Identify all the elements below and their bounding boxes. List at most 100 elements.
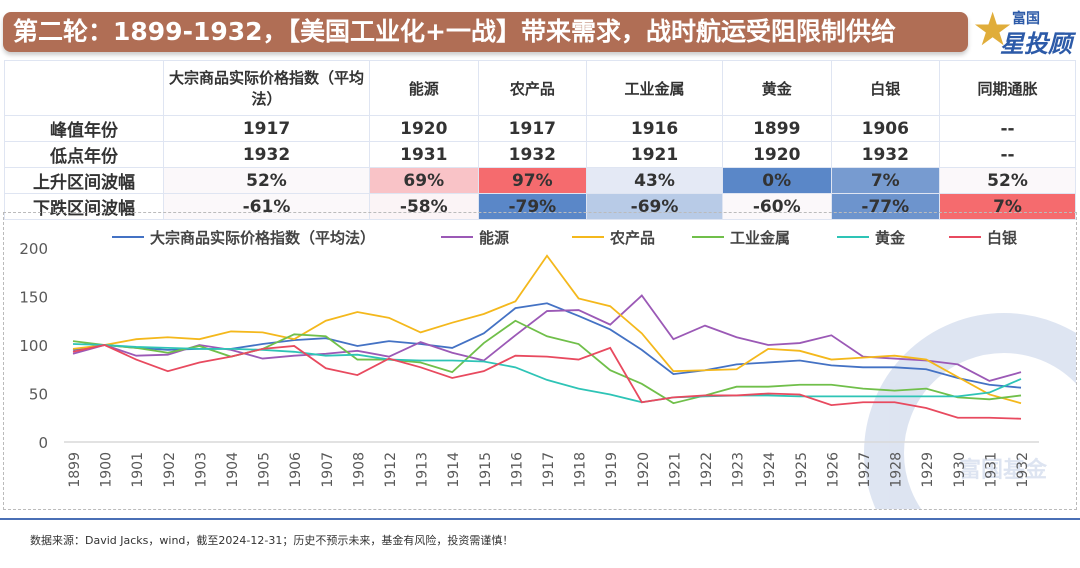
table-cell: 52% (163, 167, 370, 194)
row-label: 低点年份 (4, 141, 164, 168)
row-label: 上升区间波幅 (4, 167, 164, 194)
x-tick-label: 1916 (509, 452, 525, 488)
series-line (72, 344, 1022, 420)
x-tick-label: 1928 (889, 452, 905, 488)
table-cell: -58% (369, 193, 479, 220)
x-tick-label: 1917 (541, 452, 557, 488)
row-label: 峰值年份 (4, 115, 164, 142)
table-row: 峰值年份 1917 1920 1917 1916 1899 1906 -- (4, 115, 1076, 142)
x-tick-label: 1901 (130, 452, 146, 488)
x-tick-label: 1926 (825, 452, 841, 488)
column-header: 大宗商品实际价格指数（平均法） (163, 60, 370, 116)
x-tick-label: 1932 (1015, 452, 1031, 488)
table-cell: 1916 (586, 115, 723, 142)
table-cell: 52% (939, 167, 1076, 194)
x-tick-label: 1903 (193, 452, 209, 488)
legend-label: 能源 (479, 229, 509, 247)
series-line (72, 343, 1022, 404)
y-tick-label: 100 (19, 337, 48, 355)
page-title: 第二轮：1899-1932，【美国工业化+一战】带来需求，战时航运受阻限制供给 (3, 12, 968, 52)
x-tick-label: 1912 (383, 452, 399, 488)
line-chart: 富国基金 0 50 100 150 200 1899 1900 1901 1902 1903 1904… (19, 229, 1080, 568)
legend-label: 农产品 (609, 229, 655, 247)
x-tick-label: 1930 (952, 452, 968, 488)
legend-label: 工业金属 (730, 229, 790, 247)
x-tick-label: 1920 (636, 452, 652, 488)
table-cell: 1931 (369, 141, 479, 168)
column-header: 黄金 (721, 60, 832, 116)
column-header: 工业金属 (586, 60, 723, 116)
star-icon: ★ (972, 2, 1014, 56)
x-tick-label: 1924 (762, 452, 778, 488)
table-cell: 7% (830, 167, 941, 194)
x-tick-label: 1907 (320, 452, 336, 488)
y-tick-label: 150 (19, 289, 48, 307)
x-tick-label: 1906 (288, 452, 304, 488)
table-row: 上升区间波幅 52% 69% 97% 43% 0% 7% 52% (4, 167, 1076, 194)
legend-label: 黄金 (875, 229, 906, 247)
x-tick-label: 1915 (478, 452, 494, 488)
x-tick-label: 1902 (162, 452, 178, 488)
table-header-row: 大宗商品实际价格指数（平均法） 能源 农产品 工业金属 黄金 白银 同期通胀 (4, 60, 1076, 116)
x-tick-label: 1925 (794, 452, 810, 488)
table-cell: -69% (586, 193, 723, 220)
table-cell: -77% (830, 193, 941, 220)
table-cell: 1932 (477, 141, 588, 168)
svg-text:富国基金: 富国基金 (959, 457, 1048, 483)
table-cell: -60% (721, 193, 832, 220)
legend-label: 大宗商品实际价格指数（平均法） (150, 229, 375, 247)
x-tick-label: 1918 (573, 452, 589, 488)
column-header (4, 60, 164, 116)
x-tick-label: 1905 (257, 452, 273, 488)
table-cell: 1906 (830, 115, 941, 142)
chart: 富国基金 0 50 100 150 200 1899 1900 1901 1902 1903 1904… (3, 212, 1080, 568)
logo: ★ 富国 星投顾 (972, 2, 1077, 58)
y-tick-label: 200 (19, 240, 48, 258)
x-tick-label: 1927 (857, 452, 873, 488)
x-tick-label: 1913 (415, 452, 431, 488)
table-cell: 1932 (830, 141, 941, 168)
table-cell: -- (939, 115, 1076, 142)
table-cell: 1920 (369, 115, 479, 142)
legend-label: 白银 (987, 229, 1018, 247)
table-cell: 1899 (721, 115, 832, 142)
series-line (72, 254, 1022, 405)
x-tick-label: 1900 (99, 452, 115, 488)
table-cell: -- (939, 141, 1076, 168)
logo-top: 富国 (1012, 11, 1040, 27)
table-cell: 69% (369, 167, 479, 194)
series-line (72, 294, 1022, 382)
column-header: 农产品 (477, 60, 588, 116)
footer-note: 数据来源：David Jacks，wind，截至2024-12-31；历史不预示… (0, 518, 1080, 548)
table-cell: 1917 (163, 115, 370, 142)
x-tick-label: 1908 (351, 452, 367, 488)
x-tick-label: 1931 (983, 452, 999, 488)
x-tick-label: 1921 (667, 452, 683, 488)
column-header: 白银 (830, 60, 941, 116)
y-tick-label: 50 (29, 386, 48, 404)
table-row: 下跌区间波幅 -61% -58% -79% -69% -60% -77% 7% (4, 193, 1076, 220)
x-tick-label: 1904 (225, 452, 241, 488)
table-cell: 1921 (586, 141, 723, 168)
x-tick-label: 1923 (731, 452, 747, 488)
summary-table: 大宗商品实际价格指数（平均法） 能源 农产品 工业金属 黄金 白银 同期通胀 峰值年份 1917… (4, 60, 1076, 220)
table-row: 低点年份 1932 1931 1932 1921 1920 1932 -- (4, 141, 1076, 168)
table-cell: 0% (721, 167, 832, 194)
x-tick-label: 1922 (699, 452, 715, 488)
x-tick-label: 1929 (920, 452, 936, 488)
table-cell: 1932 (163, 141, 370, 168)
x-tick-label: 1899 (67, 452, 83, 488)
column-header: 能源 (369, 60, 479, 116)
table-cell: 1920 (721, 141, 832, 168)
watermark: 富国基金 (864, 313, 1080, 568)
x-tick-label: 1914 (446, 452, 462, 488)
y-tick-label: 0 (38, 434, 48, 452)
logo-bottom: 星投顾 (1000, 30, 1072, 58)
table-cell: -79% (477, 193, 588, 220)
table-cell: -61% (163, 193, 370, 220)
series-line (72, 302, 1022, 389)
table-cell: 1917 (477, 115, 588, 142)
table-cell: 97% (477, 167, 588, 194)
x-tick-label: 1919 (604, 452, 620, 488)
table-cell: 7% (939, 193, 1076, 220)
